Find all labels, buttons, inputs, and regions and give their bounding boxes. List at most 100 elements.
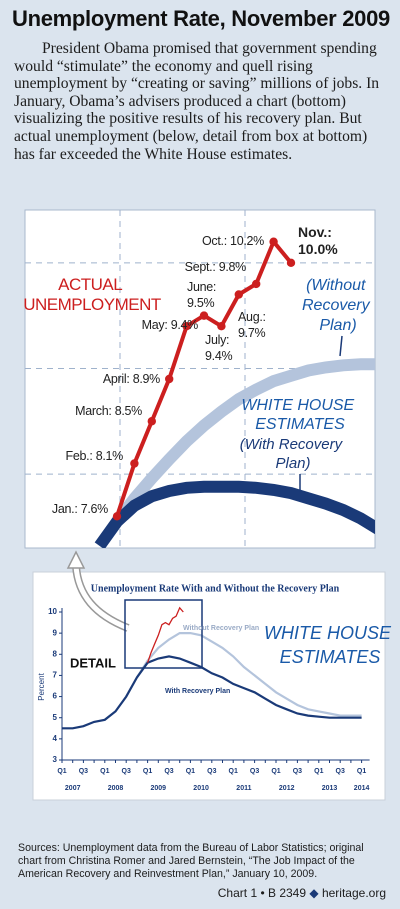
y-tick-label: 7 [53, 671, 58, 680]
actual-point [286, 258, 296, 268]
value-label-line: 9.7% [238, 326, 265, 340]
y-tick-label: 10 [48, 607, 57, 616]
value-label-line: Sept.: 9.8% [185, 260, 247, 274]
actual-point [217, 321, 226, 331]
value-label-line: Aug.: [238, 310, 269, 324]
x-tick-label: Q1 [357, 768, 366, 775]
y-tick-label: 3 [53, 755, 58, 764]
x-tick-label: Q3 [336, 768, 345, 775]
value-label: July: 9.4% [205, 333, 232, 363]
year-label: 2009 [151, 785, 167, 792]
x-tick-label: Q3 [122, 768, 131, 775]
actual-point [182, 321, 191, 331]
detail-plot [94, 237, 375, 548]
value-label: May: 9.4% [142, 318, 199, 332]
value-label-line: 10.0% [298, 241, 338, 257]
chart-id: Chart 1 • B 2349 [217, 886, 307, 900]
x-tick-label: Q3 [207, 768, 216, 775]
annotation-line: WHITE HOUSE [264, 623, 396, 643]
arrow-head [66, 550, 86, 569]
x-tick-label: Q1 [229, 768, 238, 775]
estimate-line [62, 655, 362, 730]
value-label-line: Nov.: [298, 224, 336, 240]
series-label: With Recovery Plan [165, 688, 230, 695]
series-label-line: Plan) [319, 317, 356, 334]
value-label: Jan.: 7.6% [52, 502, 108, 516]
x-tick-label: Q3 [293, 768, 302, 775]
annotation: WHITE HOUSE ESTIMATES [241, 397, 358, 433]
series-label-line: ACTUAL [58, 275, 126, 294]
value-label: Feb.: 8.1% [66, 449, 124, 463]
x-tick-label: Q1 [100, 768, 109, 775]
x-tick-label: Q1 [186, 768, 195, 775]
y-tick-label: 9 [53, 628, 58, 637]
value-label-line: Feb.: 8.1% [66, 449, 124, 463]
actual-point [165, 374, 174, 384]
annotation: DETAIL [70, 655, 116, 670]
estimate-line [94, 480, 375, 548]
series-label: (Without Recovery Plan) [302, 277, 374, 334]
series-label: Without Recovery Plan [183, 625, 259, 632]
series-label: (With Recovery Plan) [240, 436, 347, 472]
actual-point [269, 237, 278, 246]
y-tick-label: 6 [53, 692, 58, 701]
site: heritage.org [321, 886, 386, 900]
value-label-line: April: 8.9% [103, 372, 160, 386]
arrow [73, 565, 129, 631]
year-label: 2010 [193, 785, 209, 792]
value-label: April: 8.9% [103, 372, 160, 386]
sources: Sources: Unemployment data from the Bure… [18, 842, 364, 880]
value-label-line: Jan.: 7.6% [52, 502, 108, 516]
value-label-line: 9.5% [187, 296, 214, 310]
value-label-line: June: [187, 280, 219, 294]
actual-point [252, 279, 261, 289]
y-tick-label: 5 [53, 713, 58, 722]
year-label: 2008 [108, 785, 124, 792]
value-label-line: May: 9.4% [142, 318, 199, 332]
estimate-line [94, 358, 375, 548]
annotation: WHITE HOUSE ESTIMATES [264, 623, 396, 667]
actual-point [130, 459, 139, 468]
value-label: Sept.: 9.8% [185, 260, 247, 274]
value-label: Oct.: 10.2% [202, 234, 264, 248]
value-label-line: July: [205, 333, 232, 347]
actual-point [147, 417, 156, 426]
annotation-line: WHITE HOUSE [241, 397, 358, 414]
actual-point [234, 290, 243, 299]
estimate-line [135, 632, 362, 717]
year-label: 2013 [322, 785, 338, 792]
inset-title: Unemployment Rate With and Without the R… [91, 583, 340, 594]
value-label: June: 9.5% [187, 280, 219, 310]
x-tick-label: Q3 [250, 768, 259, 775]
year-label: 2007 [65, 785, 81, 792]
x-tick-label: Q1 [271, 768, 280, 775]
value-label-line: Oct.: 10.2% [202, 234, 264, 248]
annotation-line: ESTIMATES [280, 647, 381, 667]
leader [339, 335, 343, 357]
series-label-line: (Without [306, 277, 370, 294]
value-label: Nov.: 10.0% [298, 224, 338, 257]
footer: Chart 1 • B 2349 ◆ heritage.org [218, 886, 386, 900]
y-tick-label: 8 [53, 649, 58, 658]
value-label-line: March: 8.5% [75, 404, 142, 418]
icon: ◆ [309, 886, 319, 900]
value-label-line: 9.4% [205, 349, 232, 363]
series-label-line: Plan) [275, 455, 310, 472]
year-label: 2011 [236, 785, 251, 792]
x-tick-label: Q3 [79, 768, 88, 775]
y-axis-label: Percent [37, 672, 46, 700]
detail-box [124, 599, 203, 669]
actual-point [112, 512, 122, 521]
series-label-line: UNEMPLOYMENT [23, 295, 161, 314]
x-tick-label: Q1 [57, 768, 66, 775]
annotation-line: ESTIMATES [255, 416, 345, 433]
series-label: ACTUAL UNEMPLOYMENT [23, 275, 161, 314]
title: Unemployment Rate, November 2009 [12, 6, 390, 31]
inset-panel [32, 571, 386, 801]
x-tick-label: Q3 [164, 768, 173, 775]
year-label: 2014 [354, 785, 370, 792]
value-label: March: 8.5% [75, 404, 142, 418]
series-label-line: Recovery [302, 297, 374, 314]
series-label-line: (With Recovery [240, 436, 347, 453]
